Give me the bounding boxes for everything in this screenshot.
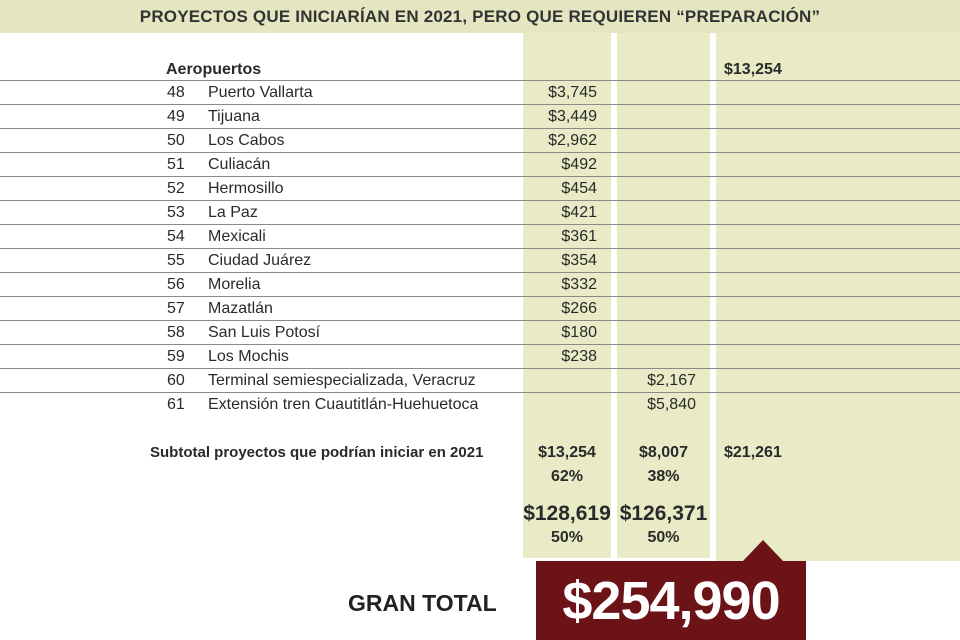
column-2-background bbox=[617, 33, 710, 558]
row-divider bbox=[0, 152, 960, 153]
subtotal-col1-pct: 62% bbox=[550, 468, 584, 485]
row-project-name: Mexicali bbox=[208, 228, 266, 245]
row-divider bbox=[0, 80, 960, 81]
row-col1-value: $454 bbox=[561, 180, 597, 197]
row-col1-value: $492 bbox=[561, 156, 597, 173]
row-number: 50 bbox=[167, 132, 185, 149]
column-3-background bbox=[716, 33, 960, 561]
row-number: 61 bbox=[167, 396, 185, 413]
row-divider bbox=[0, 368, 960, 369]
row-col1-value: $180 bbox=[561, 324, 597, 341]
row-divider bbox=[0, 272, 960, 273]
row-number: 54 bbox=[167, 228, 185, 245]
row-project-name: Terminal semiespecializada, Veracruz bbox=[208, 372, 476, 389]
row-divider bbox=[0, 104, 960, 105]
pointer-arrow bbox=[742, 540, 784, 562]
row-project-name: Extensión tren Cuautitlán-Huehuetoca bbox=[208, 396, 479, 413]
row-divider bbox=[0, 344, 960, 345]
row-number: 48 bbox=[167, 84, 185, 101]
subtotal-col2: $8,007 bbox=[639, 444, 688, 461]
row-col1-value: $238 bbox=[561, 348, 597, 365]
row-project-name: Ciudad Juárez bbox=[208, 252, 312, 269]
subtotal-col3: $21,261 bbox=[724, 444, 782, 461]
row-project-name: Hermosillo bbox=[208, 180, 284, 197]
row-divider bbox=[0, 296, 960, 297]
grand-total-box: $254,990 bbox=[536, 561, 806, 640]
section-label: Aeropuertos bbox=[166, 61, 262, 78]
row-project-name: Los Cabos bbox=[208, 132, 285, 149]
row-col2-value: $2,167 bbox=[647, 372, 696, 389]
row-divider bbox=[0, 248, 960, 249]
subtotal-label: Subtotal proyectos que podrían iniciar e… bbox=[150, 444, 484, 461]
table-title-banner: PROYECTOS QUE INICIARÍAN EN 2021, PERO Q… bbox=[0, 0, 960, 33]
row-col1-value: $421 bbox=[561, 204, 597, 221]
row-project-name: Los Mochis bbox=[208, 348, 289, 365]
row-project-name: Mazatlán bbox=[208, 300, 273, 317]
row-project-name: Morelia bbox=[208, 276, 261, 293]
row-divider bbox=[0, 200, 960, 201]
row-number: 49 bbox=[167, 108, 185, 125]
row-col2-value: $5,840 bbox=[647, 396, 696, 413]
row-col1-value: $3,449 bbox=[548, 108, 597, 125]
total-col1-pct: 50% bbox=[550, 529, 584, 546]
row-col1-value: $2,962 bbox=[548, 132, 597, 149]
total-col2-pct: 50% bbox=[647, 529, 680, 546]
row-project-name: La Paz bbox=[208, 204, 258, 221]
row-divider bbox=[0, 320, 960, 321]
table-title: PROYECTOS QUE INICIARÍAN EN 2021, PERO Q… bbox=[139, 6, 821, 26]
row-number: 57 bbox=[167, 300, 185, 317]
total-col2: $126,371 bbox=[619, 502, 708, 525]
grand-total-value: $254,990 bbox=[562, 570, 780, 631]
row-project-name: Culiacán bbox=[208, 156, 271, 173]
grand-total-label: GRAN TOTAL bbox=[348, 590, 497, 616]
subtotal-col1: $13,254 bbox=[538, 444, 596, 461]
row-number: 52 bbox=[167, 180, 185, 197]
row-number: 59 bbox=[167, 348, 185, 365]
section-total: $13,254 bbox=[724, 61, 782, 78]
total-col1: $128,619 bbox=[523, 502, 611, 525]
row-number: 60 bbox=[167, 372, 185, 389]
subtotal-col2-pct: 38% bbox=[647, 468, 680, 485]
row-col1-value: $361 bbox=[561, 228, 597, 245]
row-divider bbox=[0, 128, 960, 129]
row-number: 58 bbox=[167, 324, 185, 341]
row-col1-value: $3,745 bbox=[548, 84, 597, 101]
row-divider bbox=[0, 392, 960, 393]
row-number: 55 bbox=[167, 252, 185, 269]
row-project-name: Puerto Vallarta bbox=[208, 84, 313, 101]
row-number: 53 bbox=[167, 204, 185, 221]
row-number: 56 bbox=[167, 276, 185, 293]
row-project-name: Tijuana bbox=[208, 108, 260, 125]
row-col1-value: $266 bbox=[561, 300, 597, 317]
row-divider bbox=[0, 224, 960, 225]
column-1-background bbox=[523, 33, 611, 558]
row-project-name: San Luis Potosí bbox=[208, 324, 321, 341]
row-col1-value: $332 bbox=[561, 276, 597, 293]
row-col1-value: $354 bbox=[561, 252, 597, 269]
row-divider bbox=[0, 176, 960, 177]
row-number: 51 bbox=[167, 156, 185, 173]
